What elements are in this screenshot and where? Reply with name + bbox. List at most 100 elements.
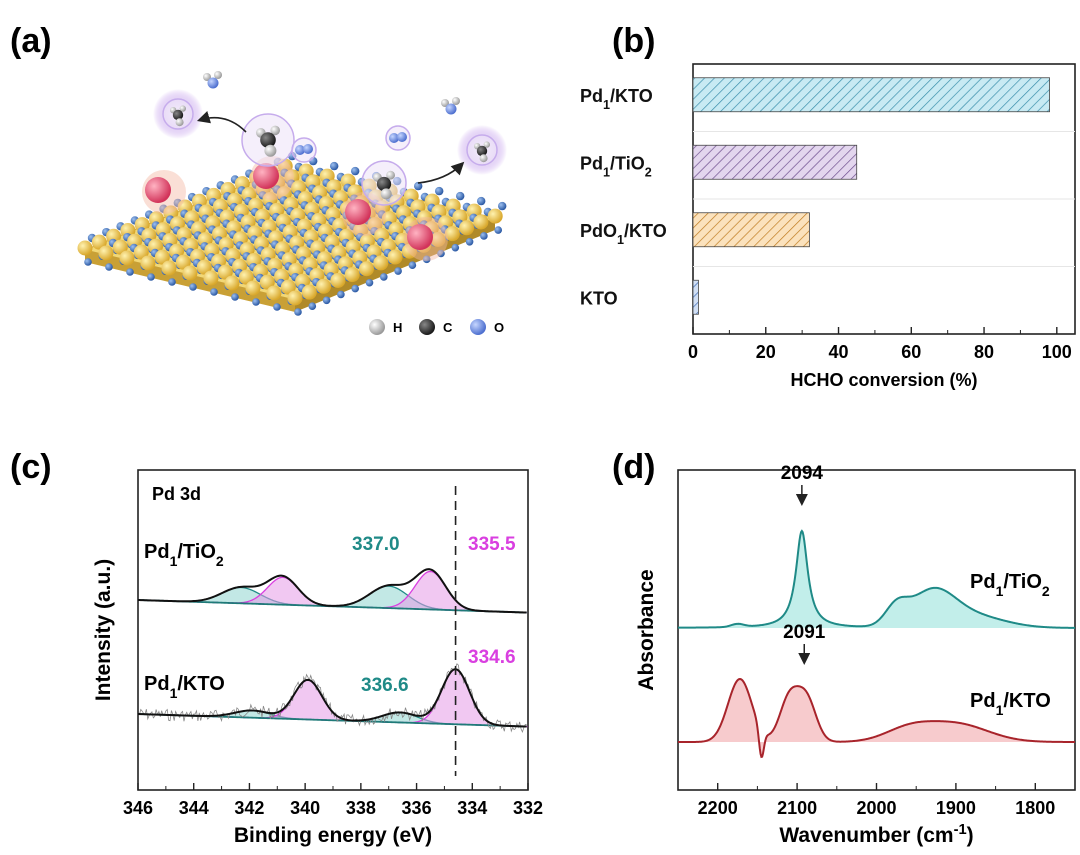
ti-atom (367, 217, 383, 232)
ti-atom (227, 192, 243, 208)
o-atom-molecule (479, 154, 488, 163)
x-tick-label: 346 (123, 798, 153, 818)
panel-label-a: (a) (10, 22, 52, 60)
peak-label: 337.0 (352, 534, 400, 555)
ti-atom (226, 220, 242, 236)
ti-atom (331, 245, 347, 261)
o-atom (351, 166, 360, 176)
x-tick-label: 2100 (777, 798, 817, 818)
o-atom-lower (168, 278, 176, 286)
category-label: Pd1/TiO2 (580, 153, 652, 179)
ti-atom (301, 284, 317, 300)
ti-atom (275, 213, 291, 229)
ti-atom (302, 257, 318, 273)
x-axis-label: Wavenumber (cm-1) (779, 822, 973, 847)
ti-atom (262, 192, 278, 207)
o-atom-molecule (175, 118, 184, 127)
ti-atom (148, 238, 164, 254)
ti-atom (340, 173, 356, 189)
o-atom-lower (84, 258, 92, 266)
ti-atom (396, 205, 412, 221)
h-atom (483, 141, 490, 148)
ti-atom (206, 187, 222, 203)
o-atom-lower (105, 263, 113, 271)
ti-atom (218, 237, 234, 253)
ti-atom (253, 263, 269, 279)
envelope-line (137, 668, 527, 728)
ti-atom (184, 210, 200, 226)
ti-atom (452, 209, 468, 225)
ti-atom (424, 193, 440, 209)
o-atom-lower (422, 255, 431, 264)
o-atom-lower (147, 273, 155, 281)
ti-atom (248, 197, 264, 213)
ti-atom (311, 212, 327, 228)
spectrum-line (677, 529, 1076, 629)
ti-atom (295, 273, 311, 289)
y-axis-label: Absorbance (635, 569, 658, 690)
o-atom (456, 191, 465, 201)
ti-atom (198, 204, 214, 220)
ti-atom (359, 233, 375, 249)
ti-atom (176, 227, 192, 243)
h2o-h (203, 73, 211, 81)
ti-atom (459, 220, 475, 236)
h-atom (386, 170, 395, 180)
ti-atom (182, 265, 198, 281)
o-atom-lower (465, 238, 474, 246)
x-axis-label: Binding energy (eV) (234, 824, 432, 847)
ti-atom (352, 250, 368, 266)
o-atom-lower (380, 273, 388, 281)
ti-atom (323, 262, 339, 278)
xps-chart: Pd 3d Pd1/TiO2 Pd1/KTO 335.5 337.0 334.6 336.6… (92, 469, 543, 847)
ti-atom (466, 203, 482, 219)
ti-atom (380, 238, 396, 254)
o-atom (414, 181, 423, 191)
c-atom (376, 176, 392, 192)
x-tick-label: 0 (688, 342, 698, 362)
ti-atom (326, 179, 342, 195)
ti-atom (297, 191, 313, 207)
ti-atom (106, 228, 122, 244)
ti-atom (239, 242, 255, 258)
ti-atom (395, 232, 411, 248)
ti-atom (345, 239, 361, 255)
ti-atom (296, 246, 311, 262)
ti-atom (127, 233, 143, 249)
ti-atom (247, 225, 263, 241)
ti-atom (387, 249, 403, 265)
ti-atom (246, 252, 262, 268)
ti-atom (119, 250, 135, 266)
o2-atom (295, 145, 305, 155)
y-axis-label: Intensity (a.u.) (92, 559, 115, 701)
bar (692, 77, 1050, 113)
ti-atom (298, 163, 314, 179)
o-atom-lower (273, 303, 281, 311)
ti-atom (140, 255, 156, 271)
ti-atom (338, 256, 353, 272)
x-tick-label: 336 (402, 798, 432, 818)
series-label: Pd1/TiO2 (970, 571, 1050, 599)
ti-atom (169, 243, 185, 259)
peak-label: 336.6 (361, 675, 409, 696)
panel-label-b: (b) (612, 22, 655, 60)
reaction-arrow (417, 161, 465, 184)
x-tick-label: 340 (290, 798, 320, 818)
ti-atom (204, 242, 220, 258)
ti-atom (161, 260, 177, 276)
ti-atom (141, 227, 157, 243)
spectrum-line (678, 677, 1076, 759)
pd-atom (345, 199, 371, 225)
envelope-line (137, 568, 527, 614)
pd-atom (407, 224, 433, 250)
ti-atom (240, 214, 256, 230)
ti-atom (91, 234, 107, 250)
x-tick-label: 80 (974, 342, 994, 362)
ti-atom (274, 268, 290, 284)
ti-atom (203, 270, 219, 286)
ti-atom (205, 215, 221, 231)
x-tick-label: 334 (457, 798, 487, 818)
pd-atom (145, 177, 171, 203)
series-label: Pd1/KTO (970, 690, 1051, 718)
ti-atom (381, 211, 397, 227)
